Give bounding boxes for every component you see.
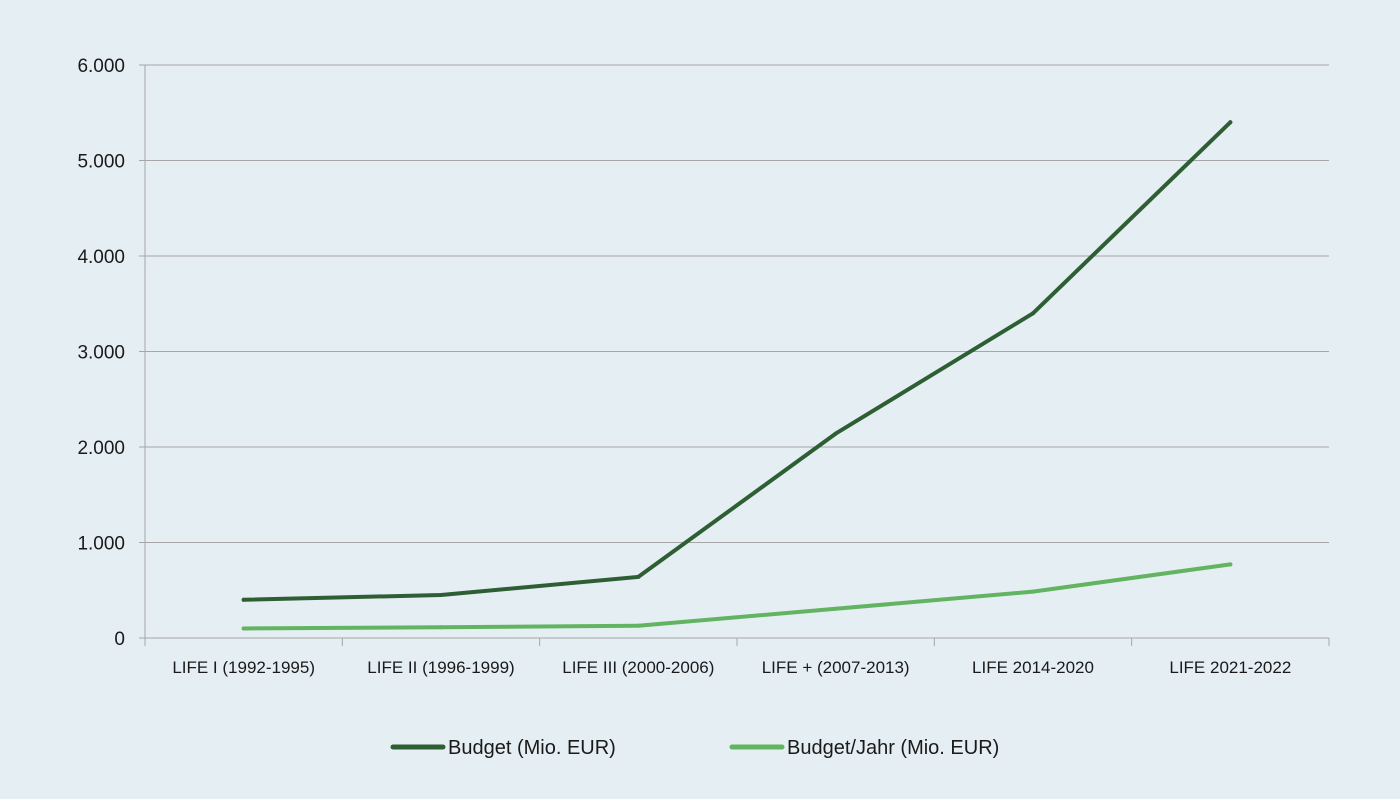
data-point	[439, 625, 443, 630]
data-point	[1031, 589, 1035, 594]
legend-label-2: Budget/Jahr (Mio. EUR)	[787, 737, 999, 759]
axes	[139, 64, 1330, 646]
data-point	[1228, 120, 1233, 125]
series-line-1	[241, 120, 1233, 602]
y-tick-label: 6.000	[77, 56, 125, 77]
y-tick-label: 3.000	[77, 343, 125, 364]
data-point	[241, 626, 246, 631]
data-point	[636, 623, 641, 628]
x-axis-category-labels: LIFE I (1992-1995) LIFE II (1996-1999) LIF…	[172, 658, 1291, 677]
data-point	[636, 574, 641, 579]
data-point	[1228, 562, 1233, 567]
data-point	[1031, 311, 1035, 316]
y-tick-label: 5.000	[77, 152, 125, 173]
legend: Budget (Mio. EUR) Budget/Jahr (Mio. EUR)	[390, 737, 999, 759]
y-tick-label: 4.000	[77, 247, 125, 268]
x-category-label: LIFE 2021-2022	[1169, 658, 1291, 677]
legend-label-1: Budget (Mio. EUR)	[448, 737, 616, 759]
data-point	[439, 593, 443, 598]
series-lines	[241, 120, 1233, 631]
x-category-label: LIFE 2014-2020	[972, 658, 1094, 677]
gridlines	[145, 64, 1329, 543]
x-category-label: LIFE + (2007-2013)	[762, 658, 910, 677]
data-point	[833, 606, 838, 611]
y-axis-tick-labels: 0 1.000 2.000 3.000 4.000 5.000 6.000	[77, 56, 125, 650]
y-tick-label: 2.000	[77, 438, 125, 459]
data-point	[241, 597, 246, 602]
y-tick-label: 0	[114, 629, 125, 650]
x-category-label: LIFE III (2000-2006)	[562, 658, 714, 677]
data-point	[833, 431, 838, 436]
x-category-label: LIFE II (1996-1999)	[367, 658, 514, 677]
y-tick-label: 1.000	[77, 534, 125, 555]
x-category-label: LIFE I (1992-1995)	[172, 658, 315, 677]
series-line-2	[241, 562, 1233, 631]
